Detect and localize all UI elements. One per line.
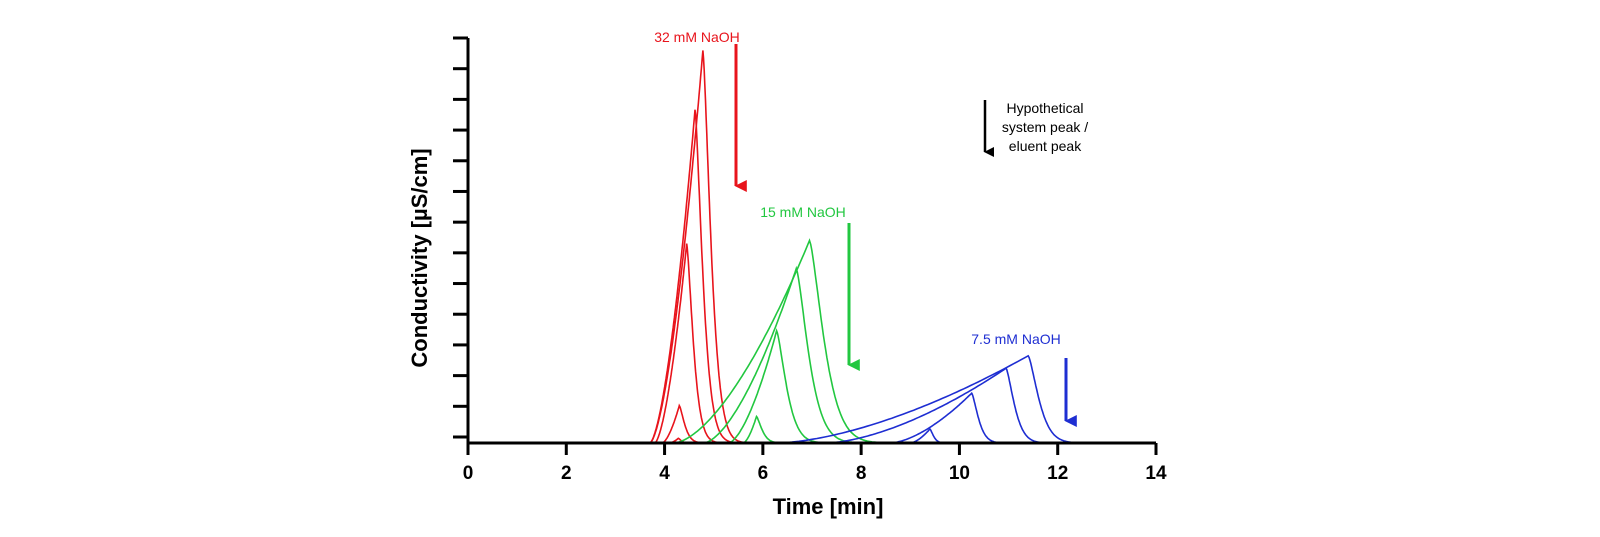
legend-text-line: eluent peak (1009, 138, 1082, 154)
peak-curve-2-3 (468, 328, 1157, 444)
axes: 0 2 4 6 8 10 12 14 (453, 36, 1167, 484)
peak-curve-1-1 (468, 50, 1157, 444)
x-tick-label: 10 (949, 463, 970, 484)
peak-curve-1-2 (468, 109, 1157, 444)
x-tick-label: 6 (758, 463, 769, 484)
peak-curve-3-2 (468, 367, 1156, 444)
peak-curve-3-3 (468, 391, 1156, 444)
x-tick-label: 0 (463, 463, 474, 484)
x-axis-title: Time [min] (773, 494, 884, 519)
x-tick-label: 2 (561, 463, 572, 484)
x-tick-label: 8 (856, 463, 867, 484)
group-label-1: 32 mM NaOH (654, 29, 740, 45)
x-tick-label: 14 (1145, 463, 1167, 484)
annotations: 32 mM NaOH 15 mM NaOH 7.5 mM NaOH Hypotheti… (654, 29, 1088, 427)
peak-curve-3-1 (468, 354, 1157, 444)
x-tick-label: 12 (1047, 463, 1068, 484)
peak-curve-1-4 (468, 403, 1156, 444)
peak-curve-2-2 (468, 265, 1157, 444)
legend-text-line: Hypothetical (1006, 100, 1083, 116)
x-tick-label: 4 (659, 463, 670, 484)
group-label-3: 7.5 mM NaOH (971, 331, 1060, 347)
group-label-2: 15 mM NaOH (760, 204, 846, 220)
legend-text-line: system peak / (1002, 119, 1088, 135)
peak-curve-2-1 (468, 238, 1157, 444)
y-axis-title: Conductivity [µS/cm] (407, 148, 432, 367)
